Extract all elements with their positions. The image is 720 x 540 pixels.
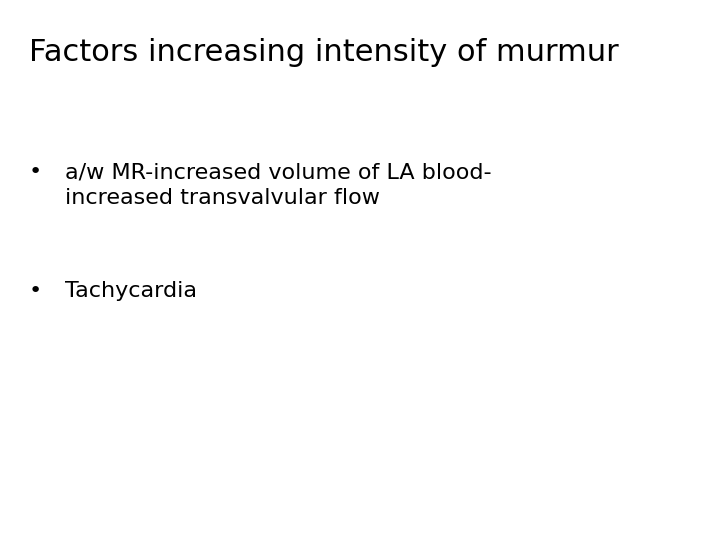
Text: Tachycardia: Tachycardia [65, 281, 197, 301]
Text: a/w MR-increased volume of LA blood-
increased transvalvular flow: a/w MR-increased volume of LA blood- inc… [65, 162, 492, 207]
Text: •: • [29, 281, 42, 301]
Text: Factors increasing intensity of murmur: Factors increasing intensity of murmur [29, 38, 618, 67]
Text: •: • [29, 162, 42, 182]
